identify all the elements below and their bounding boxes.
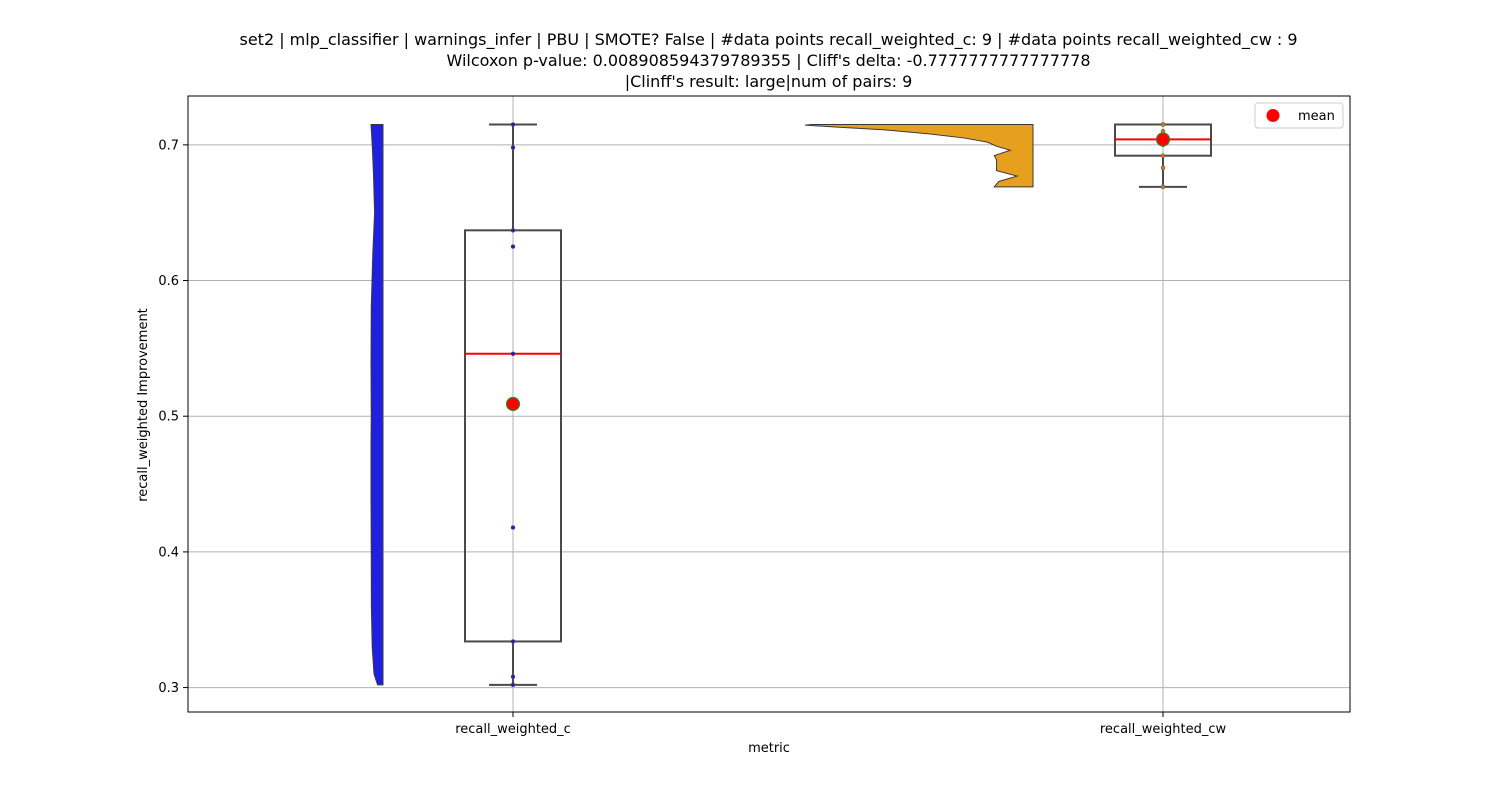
mean-marker	[505, 396, 521, 412]
x-tick-label: recall_weighted_c	[455, 722, 571, 737]
legend-box	[1254, 102, 1344, 129]
violin-recall_weighted_cw	[804, 123, 1034, 188]
data-point	[510, 244, 516, 249]
violin-recall_weighted_c	[370, 123, 384, 686]
data-point	[1160, 153, 1166, 158]
x-tick-label: recall_weighted_cw	[1100, 722, 1227, 737]
chart-title-line-3: |Clinff's result: large|num of pairs: 9	[624, 72, 913, 91]
y-tick-label: 0.7	[158, 138, 179, 153]
data-point	[510, 228, 516, 233]
data-point	[510, 145, 516, 150]
data-point	[1160, 165, 1166, 171]
y-tick-label: 0.3	[158, 681, 179, 696]
y-tick-label: 0.6	[158, 274, 179, 289]
data-point	[510, 674, 516, 679]
data-point	[510, 639, 516, 644]
data-point	[510, 351, 516, 357]
chart-title-line-2: Wilcoxon p-value: 0.008908594379789355 |…	[446, 51, 1091, 70]
x-axis-label: metric	[748, 741, 790, 756]
data-point	[1160, 122, 1166, 127]
mean-marker	[1155, 132, 1171, 147]
chart-title-line-1: set2 | mlp_classifier | warnings_infer |…	[239, 30, 1298, 49]
data-point	[510, 682, 516, 688]
data-point	[510, 525, 516, 530]
y-axis-label: recall_weighted Improvement	[136, 308, 151, 502]
y-tick-label: 0.5	[158, 410, 179, 425]
legend-mean-marker	[1266, 109, 1280, 122]
data-point	[1160, 184, 1166, 190]
data-point	[510, 122, 516, 127]
plot-frame	[187, 95, 1351, 713]
legend-label: mean	[1298, 109, 1335, 124]
y-tick-label: 0.4	[158, 545, 179, 560]
